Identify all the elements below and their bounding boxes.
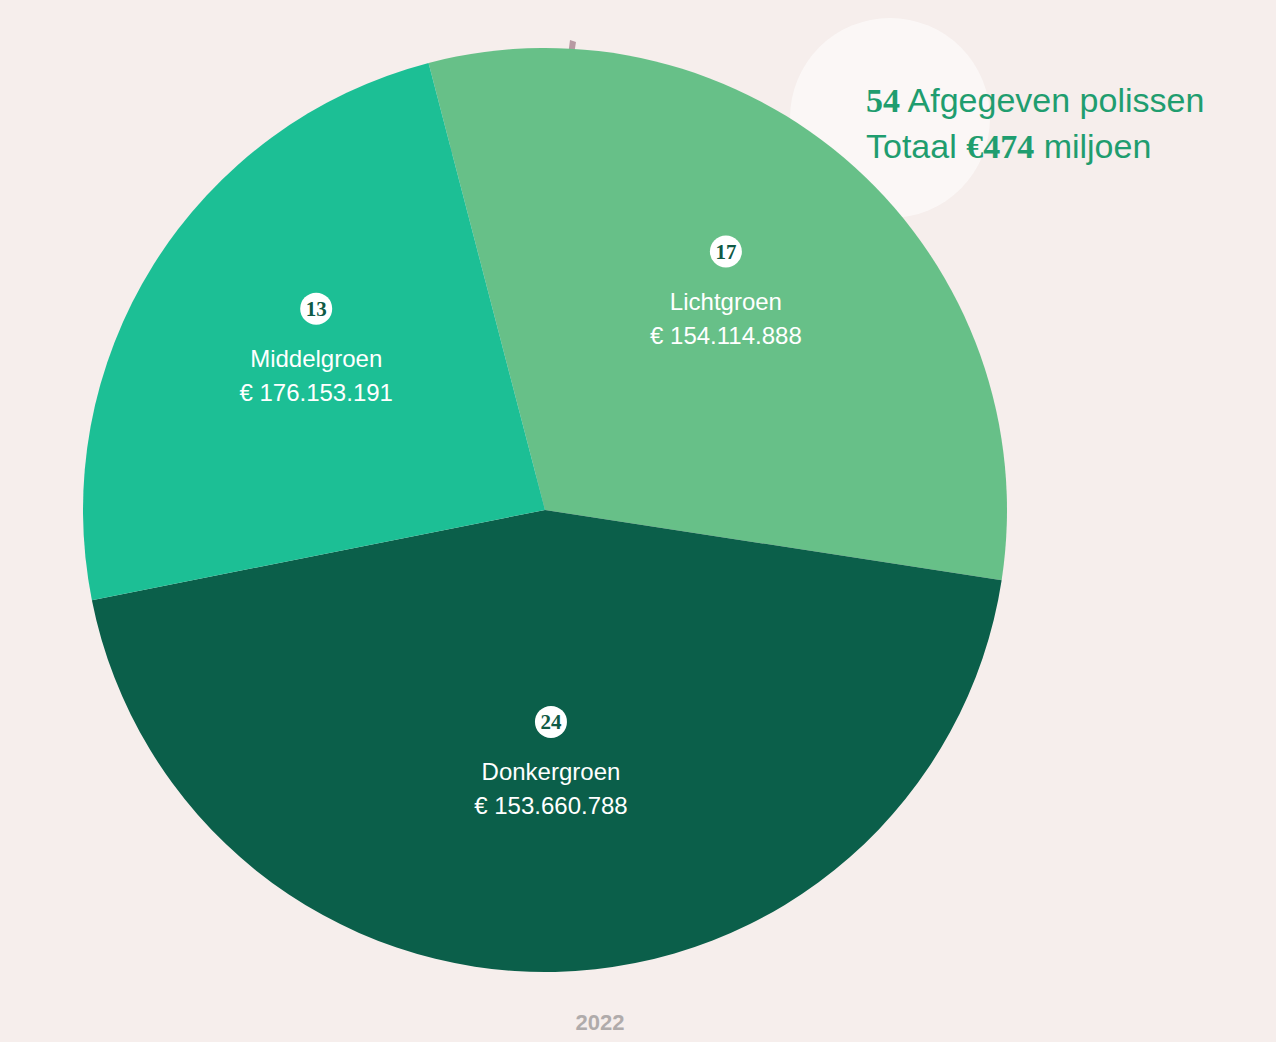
svg-text:Lichtgroen: Lichtgroen — [670, 288, 782, 315]
svg-text:24: 24 — [540, 710, 562, 734]
svg-text:Donkergroen: Donkergroen — [482, 758, 621, 785]
svg-text:54 Afgegeven polissen: 54 Afgegeven polissen — [866, 81, 1204, 119]
svg-text:Totaal €474 miljoen: Totaal €474 miljoen — [866, 127, 1151, 165]
svg-text:Middelgroen: Middelgroen — [250, 345, 382, 372]
svg-text:€ 176.153.191: € 176.153.191 — [239, 379, 392, 406]
svg-text:€ 153.660.788: € 153.660.788 — [474, 792, 627, 819]
svg-text:€ 154.114.888: € 154.114.888 — [650, 322, 802, 349]
svg-text:17: 17 — [715, 240, 736, 264]
svg-text:2022: 2022 — [576, 1010, 625, 1035]
svg-text:13: 13 — [306, 297, 327, 321]
